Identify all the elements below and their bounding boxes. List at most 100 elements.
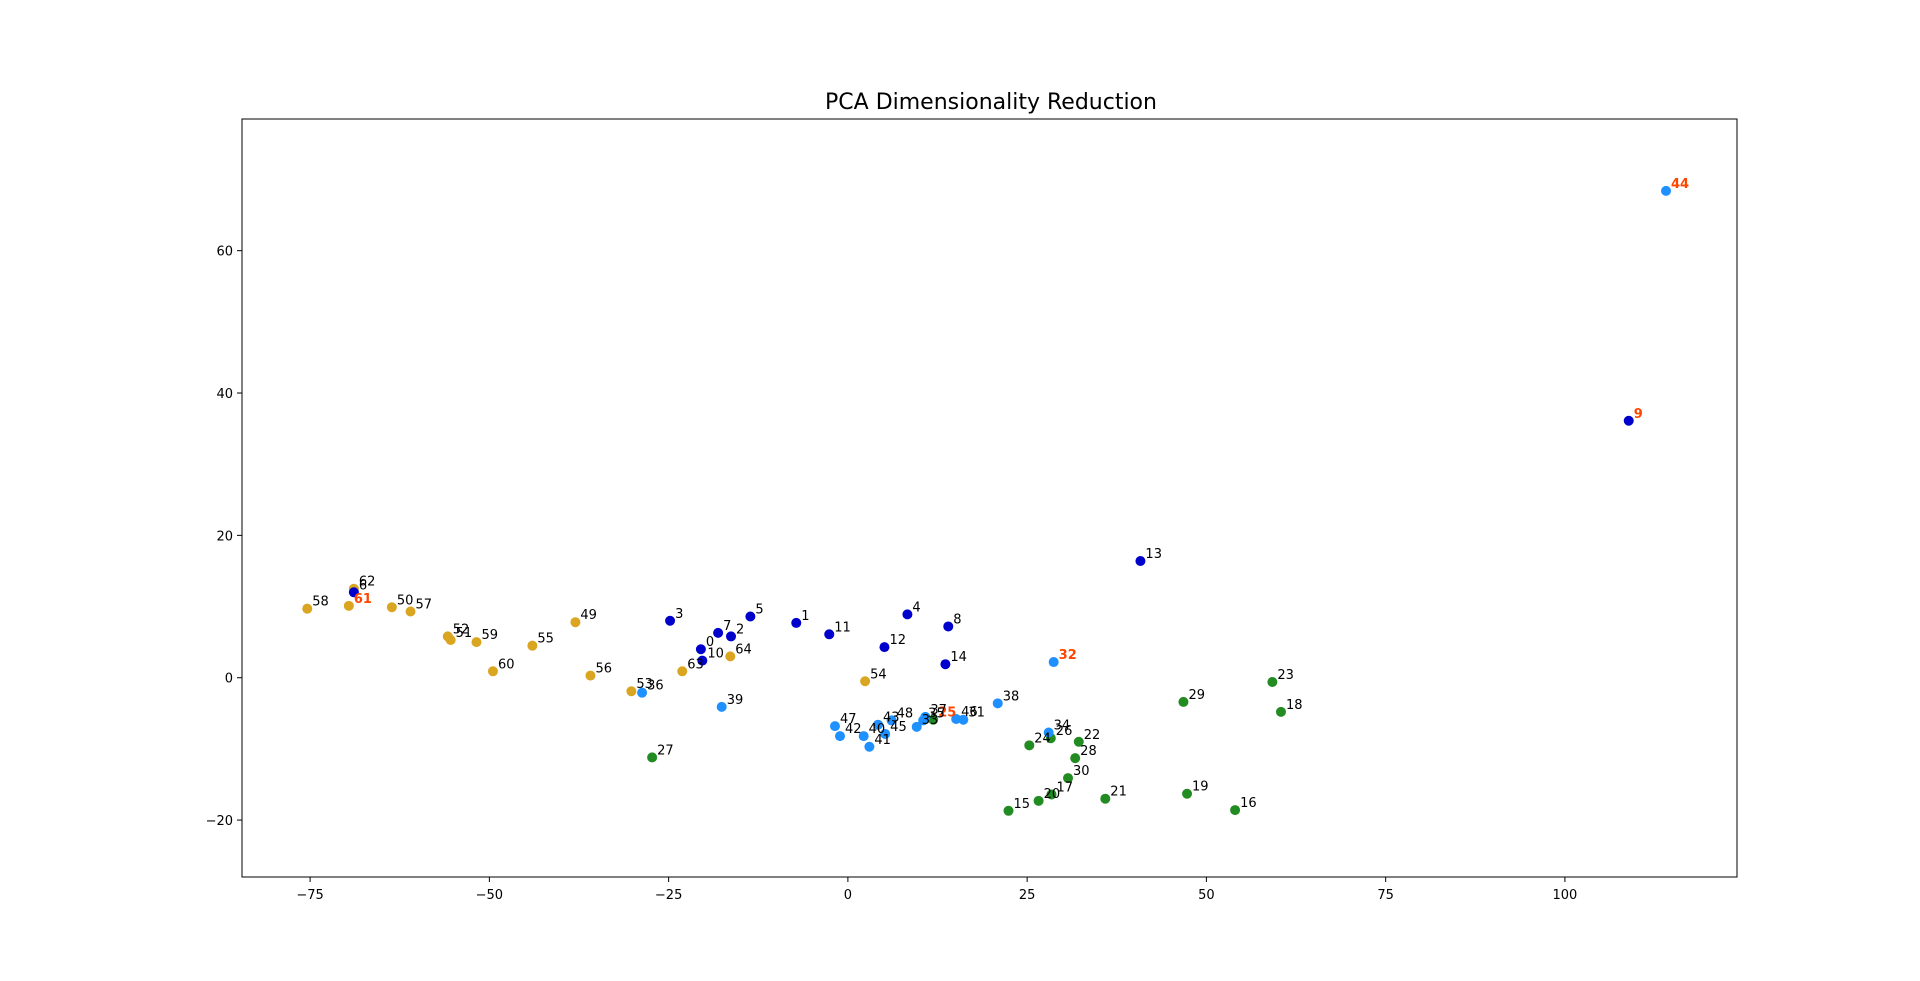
point-label: 7 [723,619,731,634]
point-label: 1 [801,609,809,624]
point-label: 16 [1240,796,1257,811]
data-point [1048,657,1059,668]
point-label: 39 [727,693,744,708]
point-label: 64 [735,642,752,657]
point-label: 3 [675,607,683,622]
data-point [1073,736,1084,747]
point-label: 50 [397,593,414,608]
data-point [920,711,931,722]
data-point [647,752,658,763]
data-point [1043,727,1054,738]
data-point [1623,415,1634,426]
point-label: 35 [928,706,945,721]
x-tick-label: −25 [655,888,682,903]
point-label: 54 [870,667,887,682]
point-label: 25 [938,706,956,721]
x-tick-label: −50 [476,888,503,903]
data-point [860,676,871,687]
point-label: 11 [834,620,851,635]
data-point [791,617,802,628]
point-label: 42 [845,722,862,737]
data-point [911,721,922,732]
point-label: 36 [647,679,664,694]
data-point [343,600,354,611]
data-point [725,651,736,662]
point-label: 20 [1044,787,1061,802]
point-label: 0 [706,635,714,650]
point-label: 26 [1056,724,1073,739]
data-point [928,714,939,725]
data-point [902,609,913,620]
point-label: 4 [912,600,920,615]
data-point [824,629,835,640]
data-point [873,719,884,730]
data-point [570,617,581,628]
data-point [637,687,648,698]
point-label: 6 [359,578,367,593]
data-point [940,659,951,670]
data-point [626,686,637,697]
point-label: 27 [657,743,674,758]
point-label: 23 [1277,668,1294,683]
point-label: 61 [354,592,372,607]
point-label: 55 [537,632,554,647]
point-label: 51 [456,626,473,641]
point-label: 22 [1084,728,1101,743]
data-point [697,655,708,666]
x-tick-label: 50 [1198,888,1215,903]
point-label: 38 [1003,689,1020,704]
data-point [713,627,724,638]
point-label: 5 [755,603,763,618]
data-point [716,701,727,712]
data-point [1135,555,1146,566]
data-point [527,640,538,651]
point-label: 30 [1073,764,1090,779]
data-point [726,631,737,642]
data-point [1003,805,1014,816]
point-label: 24 [1034,731,1051,746]
point-label: 60 [498,657,515,672]
data-point [992,698,1003,709]
data-point [829,721,840,732]
point-label: 57 [416,598,433,613]
point-label: 37 [930,703,947,718]
data-point [835,731,845,742]
data-point [1024,740,1035,751]
data-point [1063,773,1074,784]
data-point [1046,789,1057,800]
data-point [302,603,313,614]
point-label: 10 [707,647,724,662]
data-point [487,666,498,677]
data-point [386,602,397,613]
point-label: 45 [890,720,907,735]
data-point [879,642,890,653]
point-label: 56 [595,662,612,677]
data-point [943,621,954,632]
data-point [405,606,416,617]
data-point [958,714,969,725]
point-label: 31 [968,706,985,721]
chart-title: PCA Dimensionality Reduction [825,90,1157,115]
plot-frame [241,118,1738,878]
data-point [348,587,359,598]
point-label: 21 [1110,785,1127,800]
point-label: 17 [1057,780,1074,795]
point-label: 19 [1192,780,1209,795]
data-point [745,611,756,622]
point-label: 44 [1671,177,1689,192]
point-label: 29 [1188,688,1205,703]
x-tick-label: 100 [1552,888,1577,903]
point-label: 48 [897,706,914,721]
y-tick-label: −20 [206,814,233,829]
point-label: 9 [1634,407,1643,422]
data-point [1230,805,1241,816]
data-point [880,728,891,739]
data-point [471,637,482,648]
x-tick-label: 75 [1377,888,1394,903]
point-label: 18 [1286,698,1303,713]
data-point [677,666,688,677]
data-point [886,715,897,726]
